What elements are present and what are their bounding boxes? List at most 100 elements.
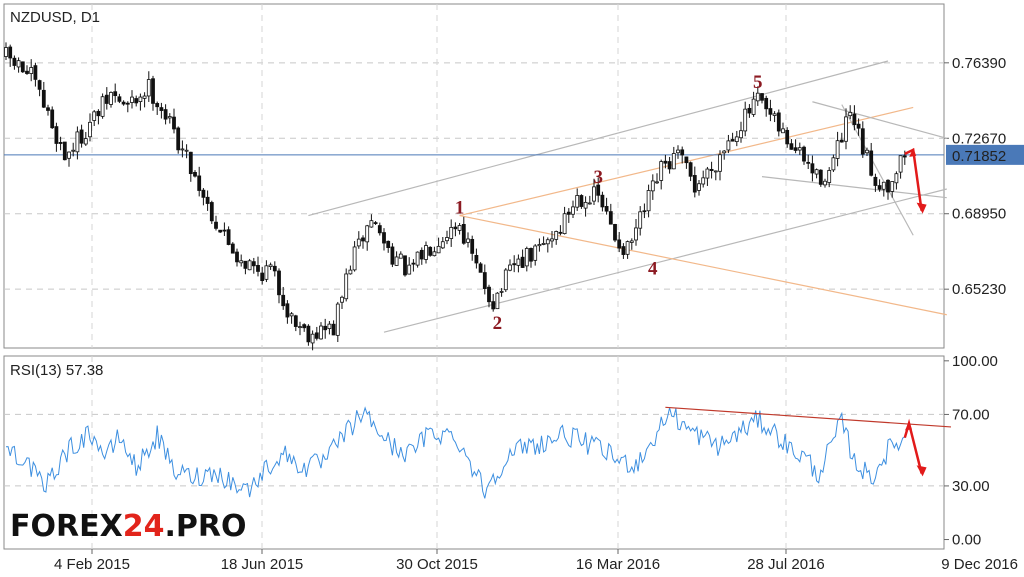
candle-body [625, 241, 630, 255]
candle-body [33, 65, 38, 80]
candle-body [146, 79, 151, 97]
rsi-panel-frame [3, 355, 945, 550]
candle-body [176, 127, 181, 151]
candle-body [844, 116, 848, 142]
candle-body [558, 231, 563, 234]
current-price-badge: 0.71852 [946, 144, 1024, 165]
candle-body [617, 239, 622, 249]
candle-body [327, 323, 332, 329]
candle-body [881, 181, 886, 190]
price-panel-frame [3, 3, 945, 349]
candle-body [806, 161, 811, 164]
candle-body [478, 263, 483, 273]
candle-body [386, 240, 391, 248]
candle-body [873, 176, 878, 186]
candle-body [205, 196, 210, 204]
candle-body [12, 57, 17, 66]
candle-body [226, 229, 231, 245]
candle-body [214, 221, 218, 229]
candle-body [835, 140, 840, 159]
candle-body [46, 107, 50, 111]
candle-body [272, 265, 277, 272]
candle-body [848, 112, 853, 117]
candle-body [193, 172, 197, 177]
candle-body [823, 180, 827, 186]
candle-body [613, 224, 617, 241]
candle-body [62, 141, 67, 161]
candle-body [8, 46, 13, 59]
candle-body [41, 89, 46, 108]
candle-body [369, 220, 374, 228]
forex24-logo: FOREX24.PRO [10, 509, 246, 544]
candle-body [869, 150, 874, 176]
candle-body [100, 96, 105, 117]
candle-body [285, 303, 290, 318]
wave-label-5: 5 [753, 72, 763, 93]
candle-body [680, 149, 685, 156]
price-tick-label: 0.65230 [952, 281, 1006, 298]
candle-body [659, 161, 664, 181]
candle-body [579, 195, 584, 207]
candle-body [730, 139, 735, 142]
candle-body [785, 129, 790, 145]
candle-body [306, 325, 311, 343]
current-price-badge-bg [946, 144, 1024, 165]
candle-body [461, 224, 466, 244]
candle-body [797, 147, 802, 151]
candle-body [629, 240, 634, 243]
wave-label-2: 2 [493, 313, 503, 334]
candle-body [650, 180, 655, 192]
date-tick-label: 4 Feb 2015 [54, 556, 130, 573]
candle-body [663, 160, 668, 164]
candle-body [155, 103, 160, 108]
candle-body [755, 92, 760, 102]
candle-body [831, 157, 836, 171]
candle-body [487, 286, 491, 303]
candle-body [466, 238, 470, 243]
candle-body [88, 121, 92, 138]
candle-body [772, 113, 777, 116]
rsi-layer [5, 406, 952, 499]
candle-body [58, 142, 63, 144]
candle-body [436, 245, 441, 254]
candle-body [734, 136, 739, 142]
candle-body [596, 184, 601, 196]
candle-body [335, 303, 340, 336]
candle-body [424, 245, 428, 260]
candle-body [113, 91, 118, 97]
candle-body [856, 123, 861, 129]
candle-body [491, 301, 496, 310]
candle-body [642, 210, 647, 213]
candle-body [356, 238, 361, 247]
candle-body [440, 241, 445, 249]
axis-labels: 0.76390 0.72670 0.68950 0.65230 100.00 70.00 3… [54, 55, 1018, 573]
candle-body [482, 272, 487, 289]
candle-body [692, 175, 697, 193]
candles-layer [4, 42, 907, 351]
candle-body [529, 248, 533, 262]
candle-body [432, 251, 437, 257]
candle-body [314, 332, 319, 339]
candle-body [260, 272, 265, 281]
candle-body [20, 61, 25, 73]
candle-body [298, 326, 302, 329]
candle-body [508, 264, 512, 271]
candle-body [37, 80, 42, 90]
candle-body [197, 175, 202, 191]
price-tick-label: 0.72670 [952, 130, 1006, 147]
candle-body [814, 169, 819, 175]
wave-labels: 1 2 3 4 5 [455, 72, 763, 334]
channel-line-gray [841, 104, 914, 236]
rsi-forecast-arrow-head-down [916, 465, 927, 477]
candle-body [571, 206, 575, 215]
candle-body [592, 186, 596, 202]
candle-body [743, 108, 748, 132]
candle-body [398, 253, 403, 259]
candle-body [726, 140, 731, 151]
candle-body [428, 246, 433, 256]
rsi-tick-label: 0.00 [952, 532, 981, 549]
candle-body [331, 323, 336, 336]
candle-body [138, 96, 143, 102]
